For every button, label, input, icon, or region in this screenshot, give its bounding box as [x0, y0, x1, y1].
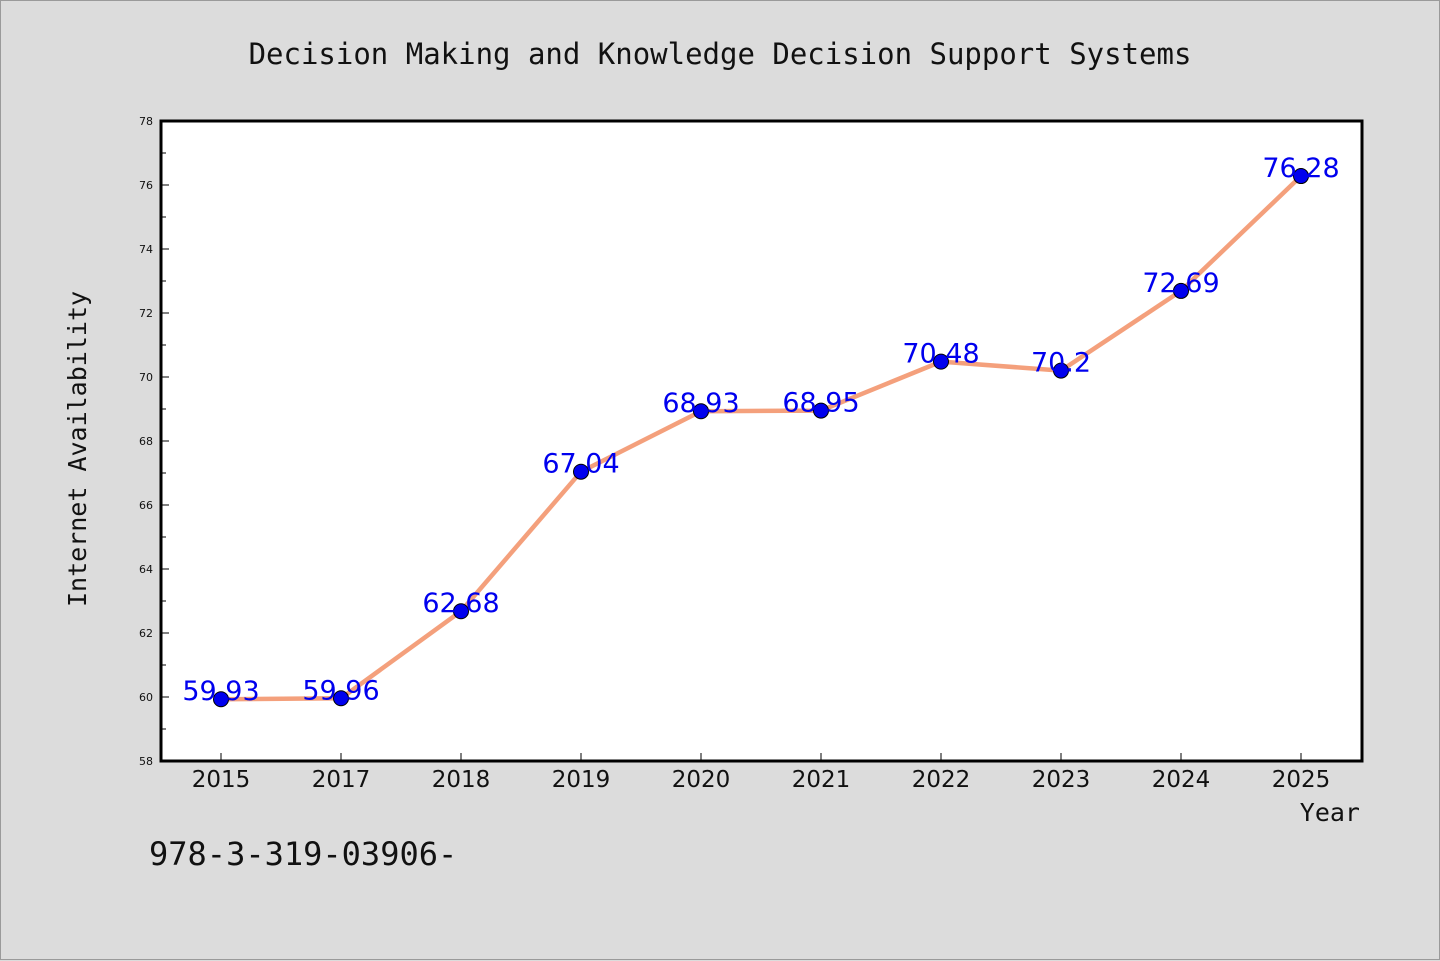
isbn-annotation: 978-3-319-03906- — [149, 835, 457, 873]
data-label: 72.69 — [1142, 268, 1219, 299]
data-point — [1173, 282, 1189, 299]
x-tick-label: 2015 — [192, 767, 251, 793]
data-point — [573, 463, 589, 480]
x-tick-label: 2022 — [912, 767, 971, 793]
data-label: 68.93 — [662, 388, 739, 419]
y-tick-label: 66 — [139, 499, 153, 512]
y-tick-label: 60 — [139, 691, 153, 704]
plot-area — [161, 121, 1362, 761]
data-label: 70.2 — [1031, 348, 1091, 379]
y-tick-label: 62 — [139, 627, 153, 640]
y-tick-label: 68 — [139, 435, 153, 448]
data-label: 59.96 — [302, 675, 379, 706]
x-tick-label: 2023 — [1032, 767, 1091, 793]
data-point — [213, 691, 229, 708]
data-label: 70.48 — [902, 339, 979, 370]
data-label: 59.93 — [182, 676, 259, 707]
data-point — [693, 403, 709, 420]
x-tick-label: 2019 — [552, 767, 611, 793]
y-tick-label: 70 — [139, 371, 153, 384]
chart-title: Decision Making and Knowledge Decision S… — [249, 37, 1192, 71]
data-point — [333, 690, 349, 707]
x-tick-label: 2025 — [1272, 767, 1331, 793]
data-label: 62.68 — [422, 588, 499, 619]
data-point — [1293, 168, 1309, 185]
data-point — [1053, 362, 1069, 379]
data-markers — [213, 168, 1309, 708]
y-tick-label: 74 — [139, 243, 153, 256]
y-tick-label: 78 — [139, 115, 153, 128]
x-tick-label: 2024 — [1152, 767, 1211, 793]
y-tick-label: 72 — [139, 307, 153, 320]
series-line — [220, 174, 1303, 702]
y-tick-label: 76 — [139, 179, 153, 192]
data-label: 76.28 — [1262, 153, 1339, 184]
y-tick-label: 58 — [139, 755, 153, 768]
x-tick-label: 2020 — [672, 767, 731, 793]
data-labels: 59.93 59.96 62.68 67.04 68.93 68.95 70.48 70.2 7… — [182, 153, 1339, 707]
y-tick-label: 64 — [139, 563, 153, 576]
data-point — [453, 603, 469, 620]
plot-border — [159, 119, 1364, 763]
x-axis-label: Year — [1300, 798, 1360, 827]
x-tick-label: 2018 — [432, 767, 491, 793]
data-label: 68.95 — [782, 388, 859, 419]
data-point — [933, 353, 949, 370]
y-axis: 58 60 62 64 66 68 70 72 74 76 78 — [139, 115, 169, 768]
data-point — [813, 402, 829, 419]
y-axis-label: Internet Availability — [63, 291, 92, 607]
x-axis: 2015 2017 2018 2019 2020 2021 2022 2023 2024 2025 — [192, 753, 1331, 793]
data-label: 67.04 — [542, 449, 619, 480]
x-tick-label: 2017 — [312, 767, 371, 793]
x-tick-label: 2021 — [792, 767, 851, 793]
